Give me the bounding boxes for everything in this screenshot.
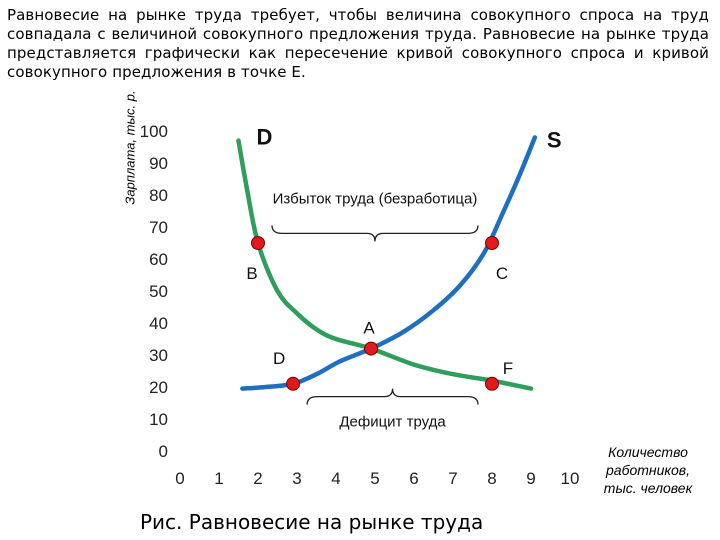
y-tick-label: 100 bbox=[140, 122, 168, 141]
axes: 0 10 20 30 40 50 60 70 80 90 100 0 1 2 3 4 5 6 7 8 9 10 bbox=[140, 122, 580, 488]
x-tick-label: 0 bbox=[175, 469, 184, 488]
x-tick-label: 5 bbox=[370, 469, 379, 488]
point-label-a: A bbox=[363, 319, 375, 338]
y-tick-label: 90 bbox=[149, 154, 168, 173]
x-tick-label: 10 bbox=[561, 469, 580, 488]
y-tick-label: 20 bbox=[149, 378, 168, 397]
y-tick-label: 60 bbox=[149, 250, 168, 269]
x-tick-label: 1 bbox=[214, 469, 223, 488]
annotations: Избыток труда (безработица) Дефицит труда bbox=[271, 190, 479, 431]
y-tick-label: 40 bbox=[149, 314, 168, 333]
y-tick-label: 0 bbox=[159, 442, 168, 461]
y-tick-label: 50 bbox=[149, 282, 168, 301]
point-b bbox=[251, 236, 265, 250]
demand-curve-label: D bbox=[257, 125, 273, 150]
surplus-label: Избыток труда (безработица) bbox=[273, 190, 478, 207]
point-label-d: D bbox=[273, 349, 285, 368]
y-tick-label: 70 bbox=[149, 218, 168, 237]
intro-paragraph: Равновесие на рынке труда требует, чтобы… bbox=[7, 6, 709, 81]
x-tick-label: 6 bbox=[409, 469, 418, 488]
figure-caption: Рис. Равновесие на рынке труда bbox=[140, 510, 484, 534]
surplus-brace bbox=[271, 225, 479, 242]
x-tick-label: 3 bbox=[292, 469, 301, 488]
point-f bbox=[485, 376, 499, 391]
x-tick-label: 9 bbox=[526, 469, 535, 488]
point-a bbox=[364, 341, 379, 356]
x-axis-label: Количество работников, тыс. человек bbox=[603, 444, 693, 496]
supply-curve-label: S bbox=[547, 127, 562, 152]
point-c bbox=[485, 236, 499, 250]
point-label-f: F bbox=[503, 359, 513, 378]
y-tick-label: 30 bbox=[149, 346, 168, 365]
x-tick-label: 2 bbox=[253, 469, 262, 488]
points: B C A D F bbox=[246, 236, 513, 391]
y-tick-label: 10 bbox=[149, 410, 168, 429]
point-d bbox=[286, 376, 301, 391]
x-tick-label: 8 bbox=[487, 469, 496, 488]
y-tick-label: 80 bbox=[149, 186, 168, 205]
x-tick-label: 7 bbox=[448, 469, 457, 488]
deficit-label: Дефицит труда bbox=[339, 414, 446, 431]
x-tick-label: 4 bbox=[331, 469, 340, 488]
supply-curve bbox=[240, 135, 538, 391]
point-label-b: B bbox=[246, 264, 257, 283]
deficit-brace bbox=[306, 388, 479, 405]
point-label-c: C bbox=[496, 264, 508, 283]
